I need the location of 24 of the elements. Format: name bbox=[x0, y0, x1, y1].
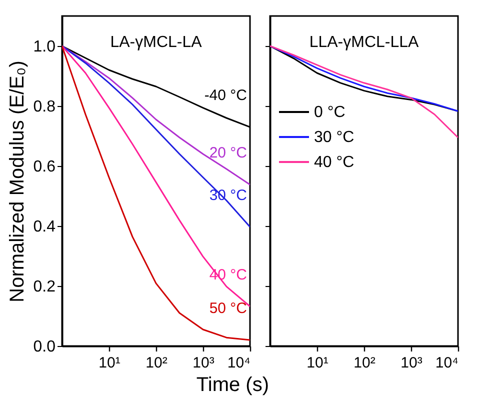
x-tick-label: 10¹ bbox=[306, 354, 328, 372]
x-tick-label: 10¹ bbox=[98, 354, 120, 372]
x-tick-label: 10³ bbox=[400, 354, 422, 372]
x-tick-label: 10² bbox=[146, 354, 168, 372]
y-tick-label: 0.4 bbox=[33, 218, 56, 236]
series-label: -40 °C bbox=[204, 87, 248, 104]
y-tick-label: 1.0 bbox=[33, 38, 56, 56]
x-tick-label: 10² bbox=[354, 354, 376, 372]
y-axis-title: Normalized Modulus (E/E₀) bbox=[6, 60, 28, 302]
x-tick-label: 10⁴ bbox=[227, 354, 250, 372]
y-tick-label: 0.6 bbox=[33, 158, 56, 176]
y-tick-label: 0.8 bbox=[33, 98, 56, 116]
y-tick-label: 0.0 bbox=[33, 338, 56, 356]
series-label: 50 °C bbox=[209, 300, 248, 317]
y-tick-label: 0.2 bbox=[33, 278, 56, 296]
text: LA-γMCL-LA bbox=[110, 34, 202, 51]
legend-label: 40 °C bbox=[314, 154, 354, 171]
x-tick-label: 10⁴ bbox=[435, 354, 458, 372]
text: LLA-γMCL-LLA bbox=[309, 34, 420, 51]
series-label: 20 °C bbox=[209, 144, 248, 162]
legend-label: 0 °C bbox=[314, 104, 346, 121]
x-axis-title: Time (s) bbox=[196, 374, 269, 396]
x-tick-label: 10³ bbox=[192, 354, 214, 372]
legend-label: 30 °C bbox=[314, 129, 354, 146]
